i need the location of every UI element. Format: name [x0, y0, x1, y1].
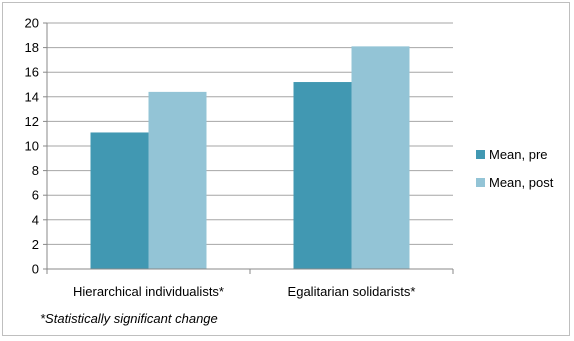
footnote: *Statistically significant change — [40, 311, 218, 326]
legend-swatch-mean-pre — [476, 150, 485, 159]
axes — [43, 22, 454, 274]
y-tick-label: 18 — [25, 40, 39, 55]
x-category-label: Hierarchical individualists* — [73, 284, 224, 299]
y-tick-label: 2 — [32, 237, 39, 252]
y-axis-tick-labels: 0 2 4 6 8 10 12 14 16 18 20 — [25, 16, 39, 277]
legend: Mean, pre Mean, post — [476, 147, 554, 190]
y-tick-label: 20 — [25, 16, 39, 31]
y-tick-label: 0 — [32, 262, 39, 277]
x-category-label: Egalitarian solidarists* — [288, 284, 416, 299]
bar-mean-pre-1 — [90, 132, 149, 269]
y-tick-label: 14 — [25, 89, 39, 104]
legend-swatch-mean-post — [476, 178, 485, 187]
y-tick-label: 8 — [32, 163, 39, 178]
legend-label-mean-post: Mean, post — [489, 175, 554, 190]
bar-mean-post-1 — [148, 91, 207, 269]
bar-mean-post-2 — [351, 46, 410, 270]
bars — [90, 46, 410, 270]
y-tick-label: 16 — [25, 65, 39, 80]
y-tick-label: 12 — [25, 114, 39, 129]
bar-mean-pre-2 — [293, 82, 352, 269]
legend-label-mean-pre: Mean, pre — [489, 147, 548, 162]
y-tick-label: 4 — [32, 212, 39, 227]
y-tick-label: 6 — [32, 188, 39, 203]
y-tick-label: 10 — [25, 139, 39, 154]
x-axis-category-labels: Hierarchical individualists* Egalitarian … — [73, 284, 415, 299]
